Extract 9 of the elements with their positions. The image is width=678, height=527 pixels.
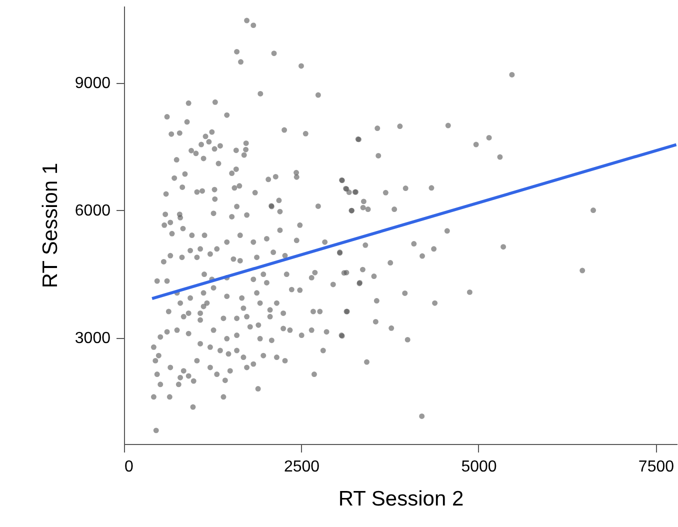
y-axis-title: RT Session 1: [38, 162, 62, 288]
x-tick-label: 7500: [638, 458, 674, 476]
y-tick-label: 6000: [74, 202, 111, 220]
x-axis-title: RT Session 2: [338, 488, 464, 510]
x-tick-label: 5000: [461, 458, 497, 476]
y-tick-label: 3000: [74, 330, 111, 348]
y-tick-label: 9000: [74, 75, 111, 92]
x-tick-label: 2500: [284, 458, 320, 476]
x-tick-label: 0: [124, 458, 134, 476]
